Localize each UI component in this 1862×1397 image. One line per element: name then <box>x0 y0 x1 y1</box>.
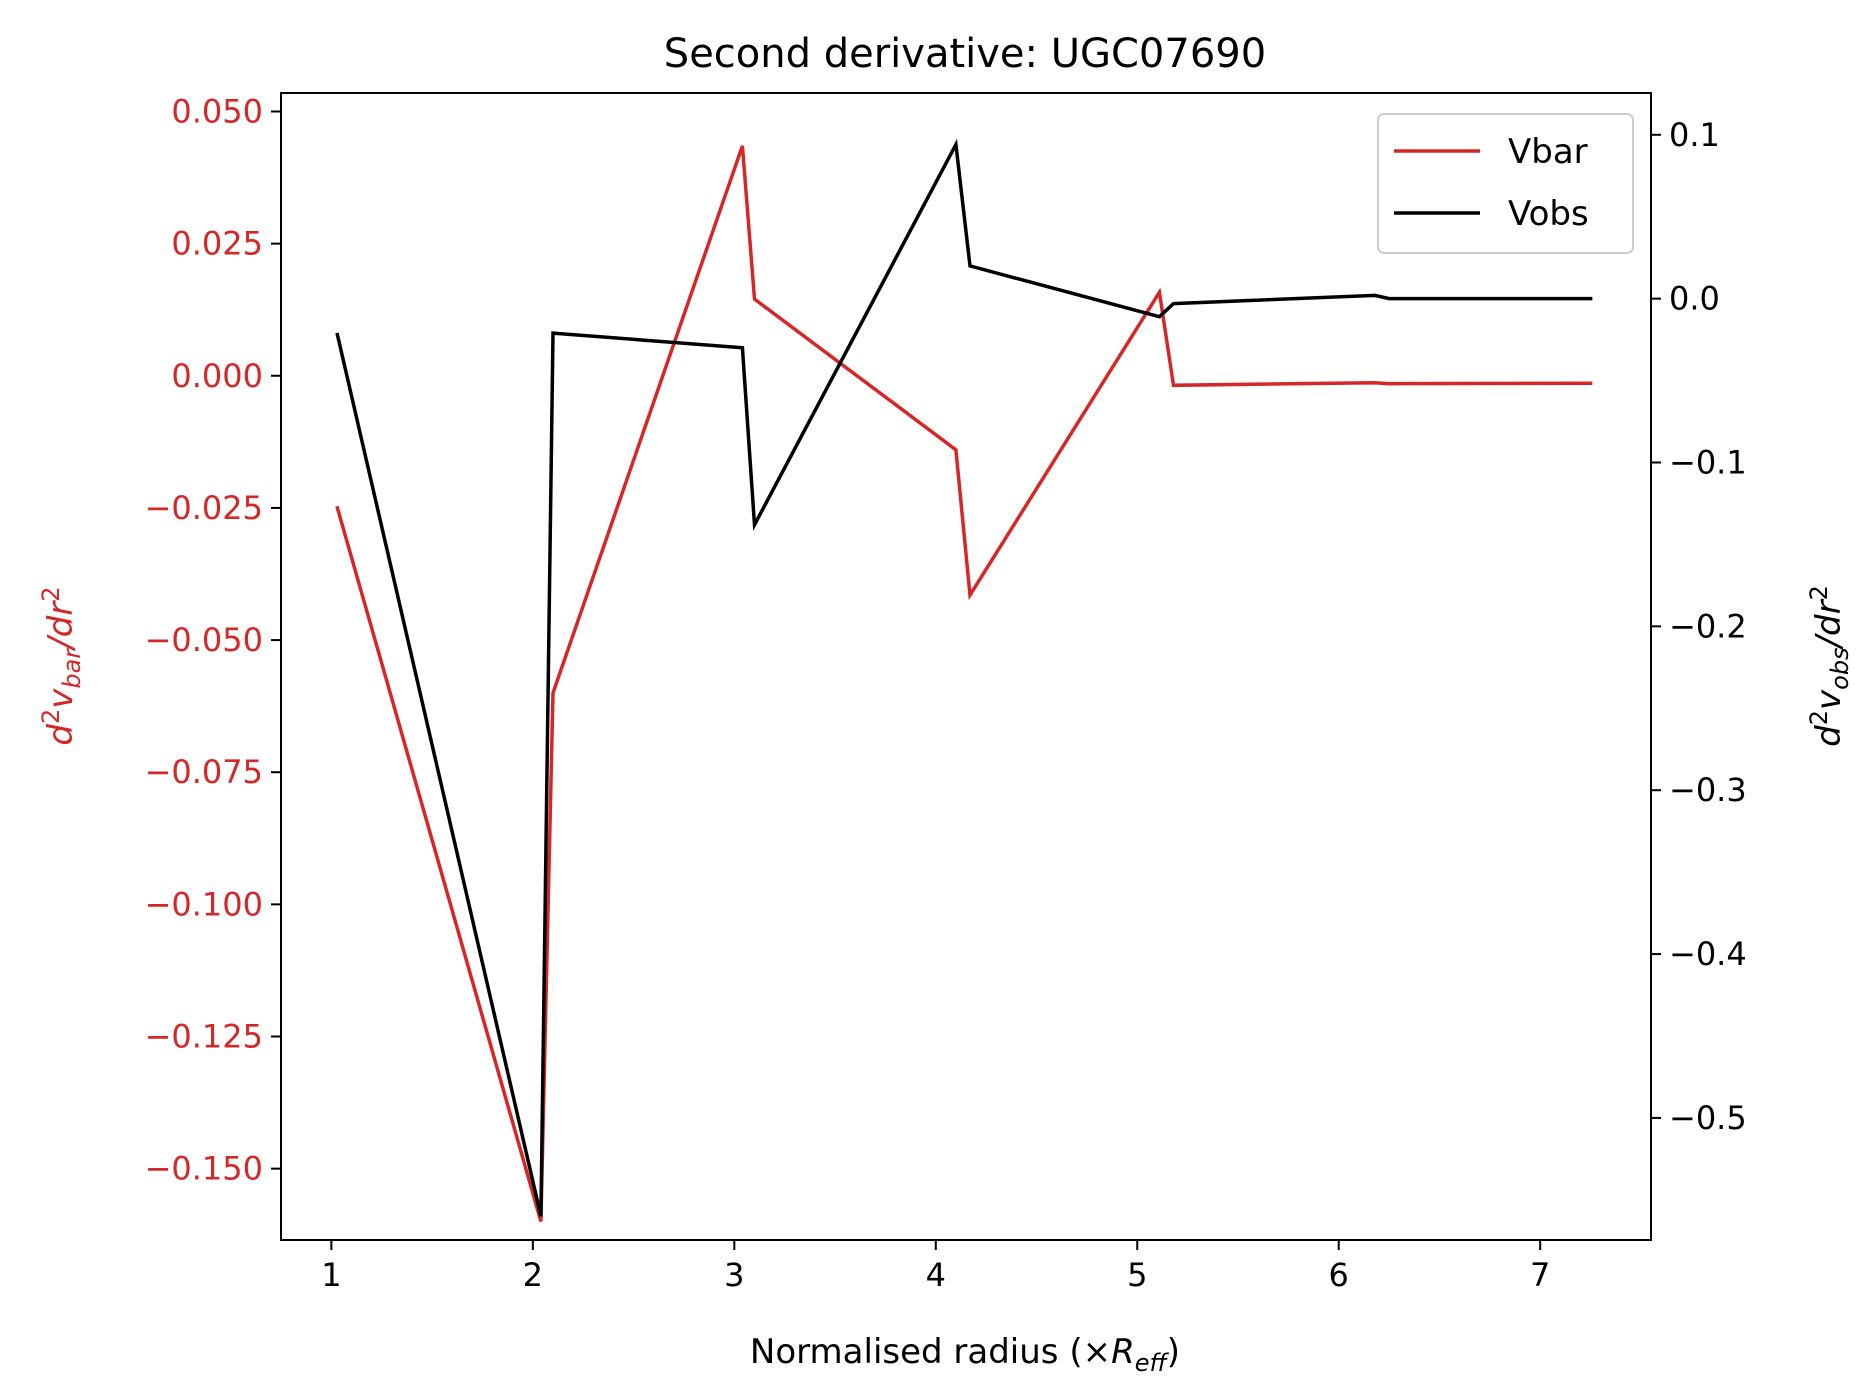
y-right-axis-label: d2vobs/dr2 <box>1805 585 1854 747</box>
x-tick-label: 4 <box>926 1256 946 1294</box>
y-left-axis: 0.050 0.025 0.000 −0.025 −0.050 −0.075 −0.100 −… <box>145 93 281 1188</box>
x-tick-label: 2 <box>523 1256 543 1294</box>
x-axis: 1 2 3 4 5 6 7 <box>321 1240 1550 1294</box>
x-tick-label: 1 <box>321 1256 341 1294</box>
x-tick-label: 3 <box>724 1256 744 1294</box>
y-right-tick-label: 0.1 <box>1669 116 1720 154</box>
y-right-tick-label: 0.0 <box>1669 280 1720 318</box>
y-right-tick-label: −0.2 <box>1669 607 1747 645</box>
plot-lines <box>335 138 1593 1222</box>
legend-box <box>1377 113 1634 254</box>
chart-title: Second derivative: UGC07690 <box>664 31 1266 77</box>
y-left-tick-label: 0.025 <box>171 225 263 263</box>
y-left-tick-label: −0.100 <box>145 885 263 923</box>
y-left-tick-label: −0.075 <box>145 753 263 791</box>
y-left-tick-label: 0.000 <box>171 357 263 395</box>
x-tick-label: 7 <box>1530 1256 1550 1294</box>
x-tick-label: 6 <box>1329 1256 1349 1294</box>
y-left-tick-label: −0.150 <box>145 1150 263 1188</box>
x-axis-label: Normalised radius (×Reff) <box>750 1332 1180 1377</box>
y-right-axis: 0.1 0.0 −0.1 −0.2 −0.3 −0.4 −0.5 <box>1651 116 1747 1137</box>
series-line-vbar <box>335 145 1593 1222</box>
y-right-tick-label: −0.3 <box>1669 771 1747 809</box>
legend-label-vobs: Vobs <box>1508 194 1589 234</box>
y-left-tick-label: −0.025 <box>145 489 263 527</box>
series-line-vobs <box>335 138 1593 1217</box>
y-left-tick-label: 0.050 <box>171 93 263 131</box>
plot-frame <box>280 92 1652 1241</box>
y-right-tick-label: −0.4 <box>1669 935 1747 973</box>
legend-label-vbar: Vbar <box>1508 132 1588 172</box>
y-right-tick-label: −0.5 <box>1669 1099 1747 1137</box>
y-left-axis-label: d2vbar/dr2 <box>37 586 86 745</box>
y-left-tick-label: −0.125 <box>145 1018 263 1056</box>
y-right-tick-label: −0.1 <box>1669 443 1747 481</box>
x-tick-label: 5 <box>1127 1256 1147 1294</box>
legend: Vbar Vobs <box>1377 113 1634 254</box>
y-left-tick-label: −0.050 <box>145 621 263 659</box>
